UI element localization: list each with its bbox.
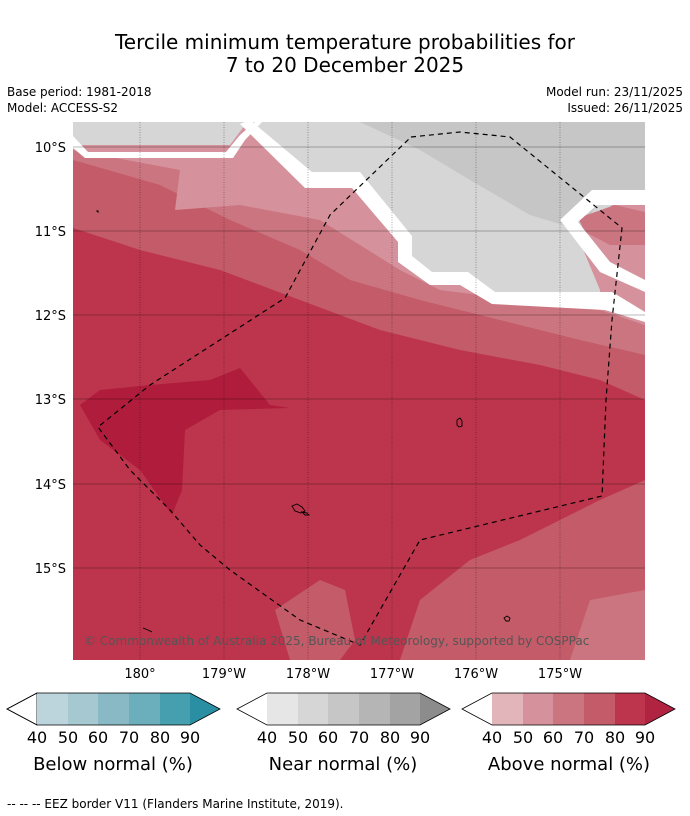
lon-label-176w: 176°W [454, 667, 498, 682]
below-arrow-low [6, 692, 38, 726]
island-southeast [503, 615, 511, 622]
lon-label-180: 180° [124, 667, 155, 682]
lat-label-15s: 15°S [35, 562, 66, 577]
above-swatch-50 [523, 693, 553, 725]
island-central [291, 503, 311, 516]
above-swatch-70 [584, 693, 615, 725]
colorbar-near: 40 50 60 70 80 90 Near normal (%) [236, 692, 451, 775]
lon-label-178w: 178°W [286, 667, 330, 682]
above-tick-40: 40 [482, 728, 502, 747]
near-swatch-80 [390, 693, 420, 725]
above-tick-50: 50 [513, 728, 533, 747]
issued-date: Issued: 26/11/2025 [567, 101, 683, 115]
near-swatch-40 [267, 693, 298, 725]
base-period: Base period: 1981-2018 [7, 85, 152, 99]
above-tick-90: 90 [635, 728, 655, 747]
near-tick-70: 70 [349, 728, 369, 747]
below-tick-70: 70 [119, 728, 139, 747]
above-swatch-80 [615, 693, 645, 725]
lon-label-179w: 179°W [202, 667, 246, 682]
gap-northwest [73, 122, 262, 158]
near-swatch-70 [359, 693, 390, 725]
below-swatch-50 [68, 693, 98, 725]
lat-label-11s: 11°S [35, 225, 66, 240]
below-tick-40: 40 [27, 728, 47, 747]
copyright-text: © Commonwealth of Australia 2025, Bureau… [84, 634, 589, 648]
near-tick-40: 40 [257, 728, 277, 747]
graticule [73, 122, 645, 660]
below-swatch-70 [129, 693, 160, 725]
eez-footnote: -- -- -- EEZ border V11 (Flanders Marine… [7, 797, 344, 811]
chart-title: Tercile minimum temperature probabilitie… [0, 31, 690, 77]
above-tick-70: 70 [574, 728, 594, 747]
eez-border [97, 131, 623, 646]
model-run: Model run: 23/11/2025 [545, 85, 683, 99]
near-swatch-60 [328, 693, 359, 725]
lat-label-13s: 13°S [35, 393, 66, 408]
lat-label-10s: 10°S [35, 141, 66, 156]
title-line-1: Tercile minimum temperature probabilitie… [114, 30, 576, 54]
lon-label-177w: 177°W [370, 667, 414, 682]
below-tick-60: 60 [88, 728, 108, 747]
near-title: Near normal (%) [269, 754, 418, 775]
title-line-2: 7 to 20 December 2025 [225, 53, 465, 77]
near-arrow-high [420, 693, 450, 725]
lat-label-14s: 14°S [35, 478, 66, 493]
lon-label-175w: 175°W [538, 667, 582, 682]
below-tick-50: 50 [58, 728, 78, 747]
colorbar-above: 40 50 60 70 80 90 Above normal (%) [461, 692, 676, 775]
near-50-region [360, 122, 645, 230]
near-tick-60: 60 [318, 728, 338, 747]
island-southwest [142, 627, 153, 633]
below-swatch-40 [37, 693, 68, 725]
above-swatch-40 [492, 693, 523, 725]
gap-east [560, 190, 645, 292]
probability-field [73, 122, 645, 660]
below-swatch-80 [160, 693, 190, 725]
above-arrow-high [645, 693, 675, 725]
above-arrow-low [462, 693, 492, 725]
below-title: Below normal (%) [33, 754, 193, 775]
above-tick-80: 80 [605, 728, 625, 747]
lat-label-12s: 12°S [35, 309, 66, 324]
island-east [456, 417, 463, 428]
near-tick-90: 90 [410, 728, 430, 747]
above-70-band-south [400, 480, 645, 660]
above-swatch-60 [553, 693, 584, 725]
below-tick-90: 90 [180, 728, 200, 747]
above-title: Above normal (%) [488, 754, 650, 775]
lon-labels: 180° 179°W 178°W 177°W 176°W 175°W [124, 667, 582, 682]
lat-labels: 10°S 11°S 12°S 13°S 14°S 15°S [35, 141, 66, 577]
meta-left: Base period: 1981-2018 Model: ACCESS-S2 [7, 84, 152, 116]
near-swatch-50 [298, 693, 328, 725]
below-tick-80: 80 [150, 728, 170, 747]
above-70-band-southwest [275, 580, 355, 660]
colorbar-below: 40 50 60 70 80 90 Below normal (%) [6, 692, 221, 775]
meta-right: Model run: 23/11/2025 Issued: 26/11/2025 [546, 84, 683, 116]
gap-diagonal [240, 122, 645, 322]
above-90-core [80, 368, 290, 515]
island-small-north [95, 210, 99, 214]
near-tick-50: 50 [288, 728, 308, 747]
near-arrow-low [237, 693, 267, 725]
near-tick-80: 80 [380, 728, 400, 747]
model-name: Model: ACCESS-S2 [7, 101, 119, 115]
below-swatch-60 [98, 693, 129, 725]
above-tick-60: 60 [543, 728, 563, 747]
above-60-band-southeast [570, 590, 645, 660]
above-60-patch-east [578, 205, 645, 245]
below-arrow-high [190, 693, 220, 725]
